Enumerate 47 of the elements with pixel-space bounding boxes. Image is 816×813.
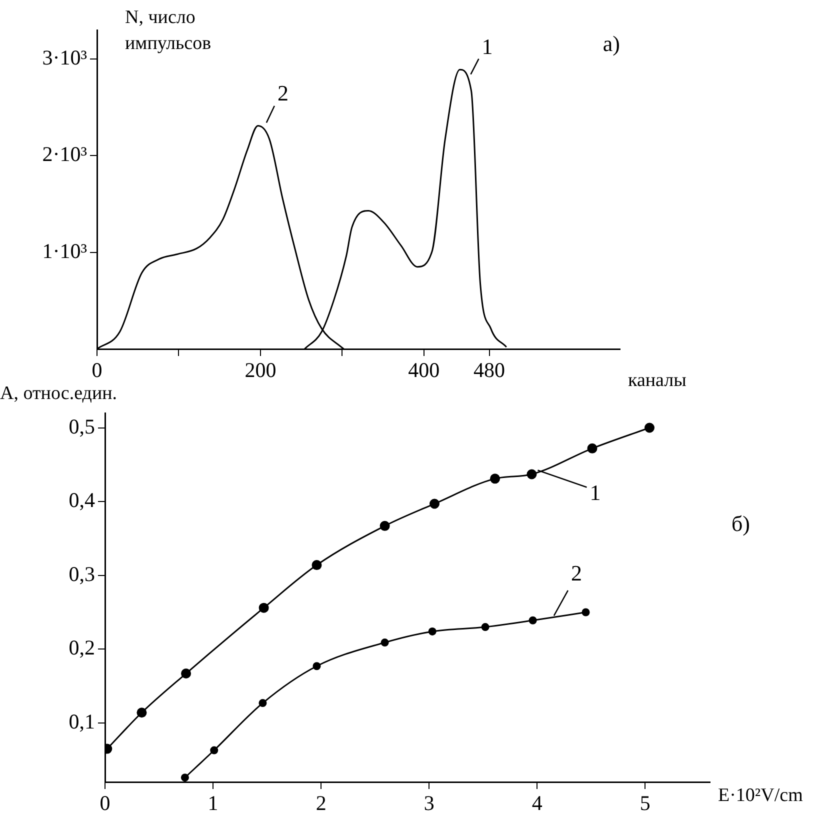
- y-tick-label: 1·10³: [42, 238, 87, 263]
- y-axis-title: А, относ.един.: [0, 382, 118, 404]
- point: [210, 746, 218, 754]
- point: [136, 708, 147, 718]
- point: [644, 422, 654, 433]
- x-tick-label: 5: [640, 791, 650, 813]
- y-tick-label: 0,5: [68, 414, 95, 438]
- x-tick-label: 1: [208, 791, 218, 813]
- x-tick-label: 0: [92, 358, 102, 382]
- x-tick-label: 480: [474, 358, 505, 382]
- y-tick-label: 2·10³: [42, 142, 87, 166]
- y-tick-label: 0,4: [68, 488, 96, 512]
- point: [380, 520, 390, 531]
- annotation: а): [602, 30, 620, 56]
- y-tick-label: 3·10³: [42, 46, 87, 70]
- y-tick-label: 0,2: [68, 636, 95, 660]
- point: [380, 638, 389, 647]
- point: [312, 560, 322, 570]
- x-axis-title: E·10²V/cm: [718, 784, 804, 806]
- point: [526, 469, 537, 480]
- x-tick-label: 0: [100, 791, 110, 813]
- text: б): [731, 510, 750, 536]
- point: [428, 627, 436, 636]
- x-axis-title: каналы: [628, 370, 687, 391]
- y-tick-label: 0,3: [68, 562, 95, 586]
- annotation: 2: [570, 560, 582, 586]
- point: [481, 623, 490, 632]
- point: [587, 443, 598, 454]
- point: [582, 608, 590, 616]
- point: [181, 668, 192, 679]
- y-axis-title: N, число импульсов: [125, 6, 212, 54]
- annotation: 1: [590, 480, 601, 506]
- point: [528, 616, 537, 624]
- point: [258, 602, 269, 613]
- annotation: 2: [277, 80, 288, 106]
- point: [258, 699, 267, 708]
- point: [312, 662, 321, 670]
- point: [490, 474, 500, 484]
- point: [180, 774, 189, 782]
- x-tick-label: 200: [244, 358, 276, 382]
- x-tick-label: 2: [316, 791, 326, 813]
- x-tick-label: 400: [408, 358, 440, 382]
- point: [430, 498, 440, 509]
- x-tick-label: 4: [532, 791, 543, 813]
- annotation: 1: [482, 34, 493, 60]
- x-tick-label: 3: [424, 791, 434, 813]
- y-tick-label: 0,1: [68, 709, 95, 734]
